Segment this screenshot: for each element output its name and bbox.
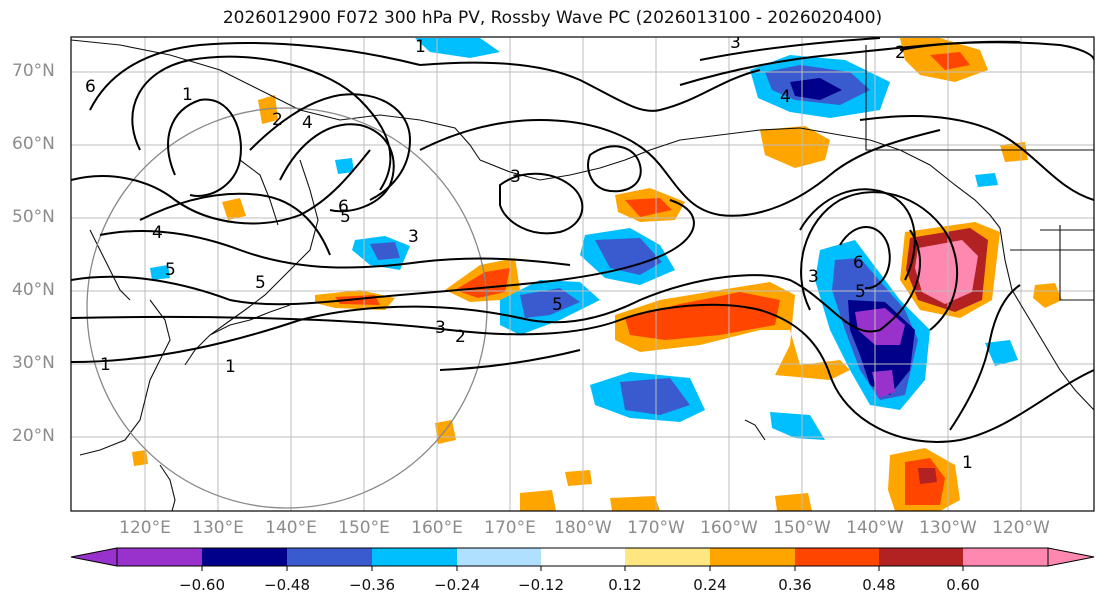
lon-label: 180°W (554, 518, 612, 538)
lon-label: 120°W (992, 518, 1050, 538)
contour-label: 5 (255, 273, 266, 293)
lon-label: 160°E (411, 518, 463, 538)
contour-label: 2 (895, 43, 906, 63)
map-title: 2026012900 F072 300 hPa PV, Rossby Wave … (222, 8, 883, 28)
lon-label: 170°W (627, 518, 685, 538)
contour-label: 6 (853, 253, 864, 273)
colorbar-tick-label: −0.12 (518, 576, 564, 594)
lat-label: 70°N (12, 61, 55, 81)
contour-label: 5 (552, 295, 563, 315)
lon-label: 160°W (700, 518, 758, 538)
contour-label: 1 (225, 357, 236, 377)
contour-label: 3 (435, 318, 446, 338)
contour-label: 2 (455, 327, 466, 347)
contour-label: 1 (962, 453, 973, 473)
contour-label: 6 (85, 77, 96, 97)
lon-label: 150°W (773, 518, 831, 538)
contour-label: 3 (510, 167, 521, 187)
lat-label: 50°N (12, 207, 55, 227)
colorbar-tick-label: 0.60 (946, 576, 980, 594)
colorbar-tick-label: 0.36 (778, 576, 812, 594)
lon-label: 130°E (192, 518, 244, 538)
reference-circle (86, 107, 488, 509)
lat-label: 60°N (12, 134, 55, 154)
contour-label: 3 (730, 33, 741, 53)
contour-label: 5 (165, 260, 176, 280)
lon-label: 150°E (338, 518, 390, 538)
coastlines (71, 39, 1094, 511)
contour-label: 4 (780, 87, 791, 107)
lon-label: 170°E (484, 518, 536, 538)
contour-label: 1 (100, 355, 111, 375)
lat-label: 40°N (12, 280, 55, 300)
rossby-wave-shading (132, 38, 1062, 511)
contour-label: 6 (338, 197, 349, 217)
colorbar-tick-label: −0.36 (349, 576, 395, 594)
contour-label: 3 (808, 267, 819, 287)
lon-label: 140°E (265, 518, 317, 538)
contour-label: 5 (340, 207, 351, 227)
colorbar-tick-label: −0.24 (434, 576, 480, 594)
contour-label: 5 (855, 282, 866, 302)
lon-label: 120°E (119, 518, 171, 538)
contour-labels: 1 1 1 1 1 2 2 2 3 3 3 3 3 4 4 4 5 5 5 5 … (85, 33, 973, 473)
contour-label: 3 (408, 227, 419, 247)
colorbar (70, 547, 1095, 571)
lon-label: 140°W (846, 518, 904, 538)
contour-label: 2 (272, 110, 283, 130)
contour-label: 4 (152, 223, 163, 243)
pv-contours (71, 37, 1094, 443)
colorbar-tick-label: −0.48 (264, 576, 310, 594)
colorbar-tick-label: 0.24 (693, 576, 727, 594)
lat-label: 20°N (12, 426, 55, 446)
lon-label: 130°W (919, 518, 977, 538)
map-frame (70, 36, 1095, 512)
lat-label: 30°N (12, 353, 55, 373)
colorbar-tick-label: 0.12 (608, 576, 642, 594)
colorbar-tick-label: 0.48 (862, 576, 896, 594)
contour-label: 4 (302, 113, 313, 133)
contour-label: 1 (415, 37, 426, 57)
contour-label: 1 (182, 85, 193, 105)
colorbar-tick-label: −0.60 (179, 576, 225, 594)
